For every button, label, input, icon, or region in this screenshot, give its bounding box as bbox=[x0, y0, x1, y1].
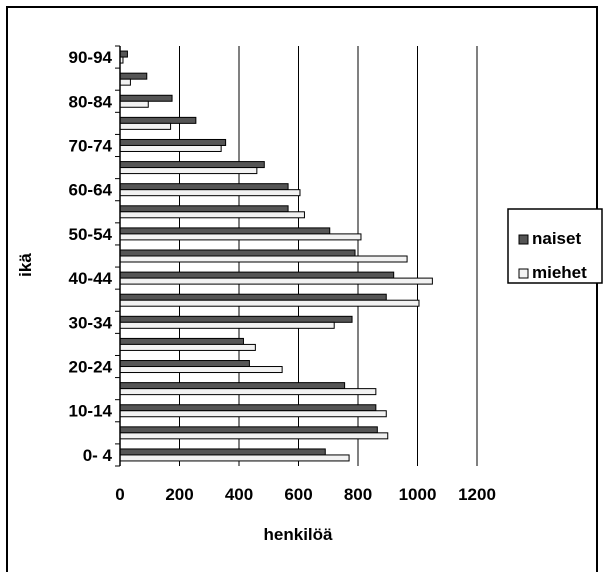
y-tick-label: 40-44 bbox=[69, 269, 113, 288]
x-tick-label: 1200 bbox=[458, 485, 496, 504]
legend-swatch-miehet bbox=[518, 268, 529, 279]
x-tick-label: 0 bbox=[115, 485, 124, 504]
x-axis-title: henkilöä bbox=[264, 525, 334, 544]
x-tick-label: 600 bbox=[284, 485, 312, 504]
bar-naiset-20-24 bbox=[119, 360, 250, 368]
tick-labels: 0- 4 10-14 20-24 30-34 40-44 50-54 60-64 70-74 8… bbox=[69, 48, 496, 504]
bar-miehet-85-89 bbox=[119, 78, 131, 86]
bar-naiset-55-59 bbox=[119, 205, 289, 213]
bar-miehet-75-79 bbox=[119, 122, 172, 130]
bar-miehet-30-34 bbox=[119, 321, 335, 329]
bar-miehet-40-44 bbox=[119, 277, 433, 285]
bar-naiset-90-94 bbox=[119, 50, 128, 58]
axes bbox=[115, 45, 121, 467]
bar-naiset-10-14 bbox=[119, 404, 377, 412]
x-tick-label: 200 bbox=[165, 485, 193, 504]
bar-miehet-15-19 bbox=[119, 388, 377, 396]
bar-naiset-40-44 bbox=[119, 271, 395, 279]
chart-frame bbox=[6, 6, 598, 572]
bar-naiset-45-49 bbox=[119, 249, 356, 257]
bar-miehet-0-4 bbox=[119, 454, 350, 462]
y-tick-label: 70-74 bbox=[69, 136, 113, 155]
y-tick-label: 90-94 bbox=[69, 48, 113, 67]
bar-miehet-5-9 bbox=[119, 432, 389, 440]
bar-miehet-80-84 bbox=[119, 100, 149, 108]
bar-naiset-35-39 bbox=[119, 293, 387, 301]
bar-miehet-55-59 bbox=[119, 211, 305, 219]
y-tick-label: 80-84 bbox=[69, 92, 113, 111]
bar-naiset-70-74 bbox=[119, 138, 227, 146]
bar-naiset-50-54 bbox=[119, 227, 331, 235]
x-tick-label: 800 bbox=[344, 485, 372, 504]
bar-miehet-10-14 bbox=[119, 410, 387, 418]
bar-miehet-20-24 bbox=[119, 366, 283, 374]
bar-naiset-75-79 bbox=[119, 116, 197, 124]
legend-label-miehet: miehet bbox=[532, 263, 587, 282]
bar-miehet-35-39 bbox=[119, 299, 420, 307]
bar-naiset-85-89 bbox=[119, 72, 148, 80]
bar-miehet-60-64 bbox=[119, 189, 301, 197]
bar-naiset-60-64 bbox=[119, 183, 289, 191]
bar-miehet-45-49 bbox=[119, 255, 408, 263]
legend-swatch-naiset bbox=[518, 234, 529, 245]
bar-naiset-25-29 bbox=[119, 337, 244, 345]
legend: naiset miehet bbox=[507, 208, 603, 284]
y-tick-label: 0- 4 bbox=[83, 446, 113, 465]
y-tick-label: 10-14 bbox=[69, 402, 113, 421]
legend-label-naiset: naiset bbox=[532, 229, 581, 248]
y-tick-label: 50-54 bbox=[69, 225, 113, 244]
bar-naiset-5-9 bbox=[119, 426, 378, 434]
x-tick-label: 400 bbox=[225, 485, 253, 504]
bar-miehet-65-69 bbox=[119, 167, 258, 175]
bars bbox=[119, 50, 433, 462]
bar-miehet-25-29 bbox=[119, 343, 256, 351]
bar-naiset-0-4 bbox=[119, 448, 326, 456]
bar-naiset-80-84 bbox=[119, 94, 173, 102]
x-tick-label: 1000 bbox=[399, 485, 437, 504]
y-axis-title: ikä bbox=[16, 253, 35, 277]
bar-miehet-70-74 bbox=[119, 144, 222, 152]
y-tick-label: 30-34 bbox=[69, 313, 113, 332]
bar-miehet-50-54 bbox=[119, 233, 362, 241]
y-tick-label: 20-24 bbox=[69, 358, 113, 377]
y-tick-label: 60-64 bbox=[69, 181, 113, 200]
bar-naiset-15-19 bbox=[119, 382, 346, 390]
bar-naiset-30-34 bbox=[119, 315, 353, 323]
bar-naiset-65-69 bbox=[119, 161, 265, 169]
